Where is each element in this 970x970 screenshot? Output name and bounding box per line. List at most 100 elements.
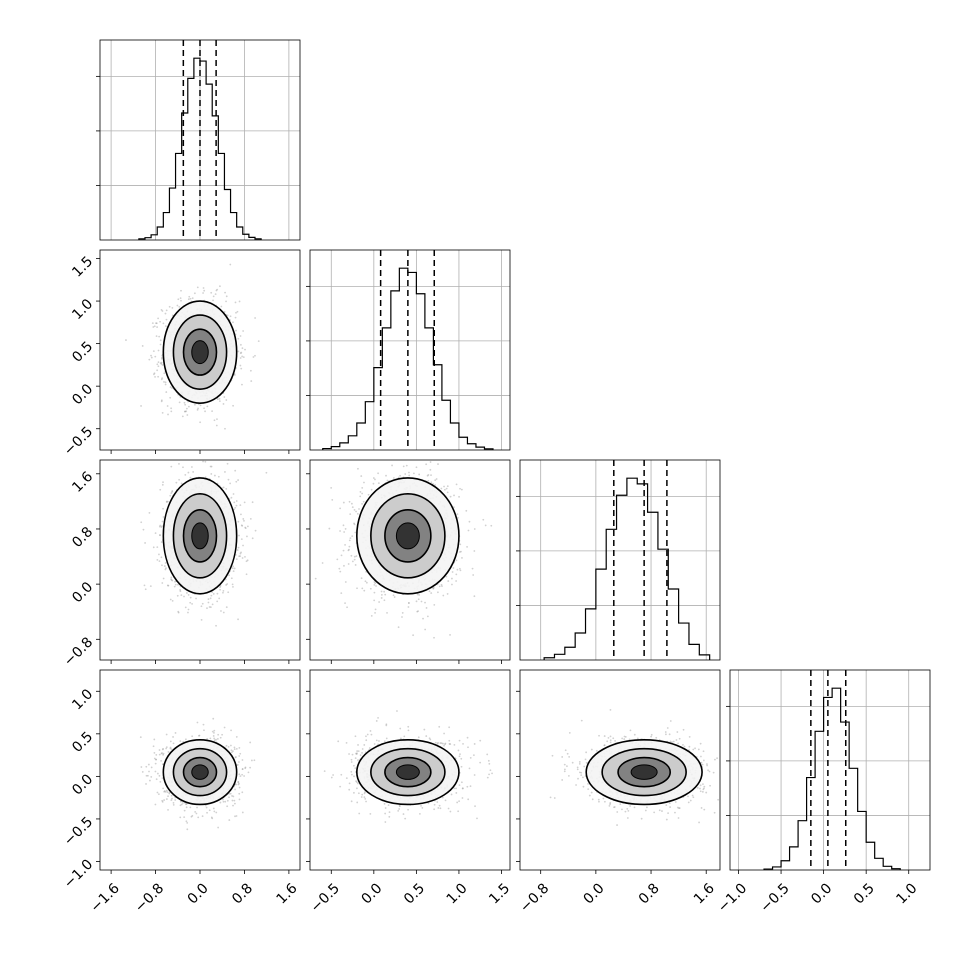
- scatter-point: [197, 407, 199, 410]
- scatter-point: [374, 611, 376, 614]
- scatter-point: [170, 410, 173, 413]
- scatter-point: [178, 478, 181, 481]
- scatter-point: [401, 612, 404, 614]
- scatter-point: [241, 811, 244, 814]
- scatter-point: [343, 531, 346, 533]
- scatter-point: [184, 473, 187, 476]
- scatter-point: [162, 577, 165, 580]
- scatter-point: [235, 747, 238, 750]
- scatter-point: [426, 474, 429, 477]
- scatter-point: [150, 356, 153, 359]
- scatter-point: [153, 325, 156, 328]
- scatter-point: [160, 357, 163, 360]
- joint-panel-0-1: [96, 249, 301, 454]
- scatter-point: [432, 586, 435, 589]
- scatter-point: [223, 451, 225, 453]
- scatter-point: [455, 483, 458, 486]
- scatter-point: [361, 486, 364, 489]
- scatter-point: [473, 528, 476, 530]
- scatter-point: [238, 555, 241, 558]
- scatter-point: [418, 473, 421, 476]
- scatter-point: [191, 602, 193, 605]
- scatter-point: [212, 593, 215, 595]
- scatter-point: [432, 587, 435, 589]
- scatter-point: [156, 546, 159, 549]
- scatter-point: [250, 380, 253, 382]
- scatter-point: [166, 584, 169, 587]
- scatter-point: [191, 297, 194, 300]
- scatter-point: [178, 305, 181, 308]
- scatter-point: [169, 386, 172, 388]
- scatter-point: [165, 500, 168, 503]
- scatter-point: [178, 401, 181, 404]
- scatter-point: [177, 610, 180, 613]
- scatter-point: [392, 594, 395, 597]
- scatter-point: [189, 601, 192, 604]
- scatter-point: [176, 594, 179, 597]
- scatter-point: [152, 350, 155, 353]
- scatter-point: [161, 799, 164, 802]
- scatter-point: [155, 778, 158, 781]
- scatter-point: [427, 473, 430, 476]
- scatter-point: [178, 455, 180, 457]
- scatter-point: [185, 803, 188, 805]
- scatter-point: [197, 816, 200, 819]
- scatter-point: [160, 526, 163, 529]
- scatter-point: [380, 593, 383, 596]
- scatter-point: [204, 410, 206, 413]
- scatter-point: [196, 721, 199, 724]
- scatter-point: [202, 460, 204, 463]
- scatter-point: [240, 513, 242, 516]
- scatter-point: [459, 487, 461, 490]
- scatter-point: [234, 802, 236, 805]
- scatter-point: [188, 295, 191, 298]
- scatter-point: [348, 548, 350, 551]
- scatter-point: [373, 581, 376, 583]
- scatter-point: [430, 592, 433, 594]
- joint-panel-0-3: [96, 669, 301, 874]
- scatter-point: [232, 570, 235, 573]
- scatter-point: [251, 537, 254, 540]
- scatter-point: [342, 524, 345, 527]
- scatter-point: [372, 482, 375, 485]
- scatter-point: [336, 558, 339, 561]
- scatter-point: [161, 748, 164, 751]
- scatter-point: [348, 545, 351, 548]
- scatter-point: [459, 543, 462, 546]
- scatter-point: [206, 405, 209, 408]
- scatter-point: [234, 815, 236, 818]
- scatter-point: [152, 745, 155, 748]
- scatter-point: [225, 295, 228, 298]
- scatter-point: [417, 610, 419, 613]
- scatter-point: [164, 383, 167, 386]
- scatter-point: [157, 361, 160, 364]
- scatter-point: [167, 413, 169, 416]
- scatter-point: [156, 363, 159, 366]
- scatter-point: [415, 466, 418, 469]
- scatter-point: [237, 479, 239, 481]
- scatter-point: [224, 471, 226, 473]
- scatter-point: [161, 582, 164, 584]
- scatter-point: [239, 555, 242, 558]
- scatter-point: [355, 510, 357, 513]
- scatter-point: [330, 486, 333, 489]
- scatter-point: [241, 557, 244, 559]
- scatter-point: [184, 410, 187, 413]
- scatter-point: [219, 285, 221, 288]
- scatter-point: [237, 337, 240, 340]
- scatter-point: [180, 803, 183, 806]
- scatter-point: [170, 492, 173, 495]
- scatter-point: [187, 611, 189, 614]
- scatter-point: [212, 717, 215, 720]
- scatter-point: [377, 472, 380, 475]
- scatter-point: [254, 529, 257, 532]
- scatter-point: [401, 616, 403, 618]
- scatter-point: [254, 317, 257, 319]
- scatter-point: [465, 509, 468, 512]
- scatter-point: [354, 564, 357, 566]
- scatter-point: [159, 343, 162, 346]
- scatter-point: [179, 297, 182, 300]
- scatter-point: [159, 534, 161, 536]
- scatter-point: [238, 761, 240, 763]
- scatter-point: [170, 799, 173, 802]
